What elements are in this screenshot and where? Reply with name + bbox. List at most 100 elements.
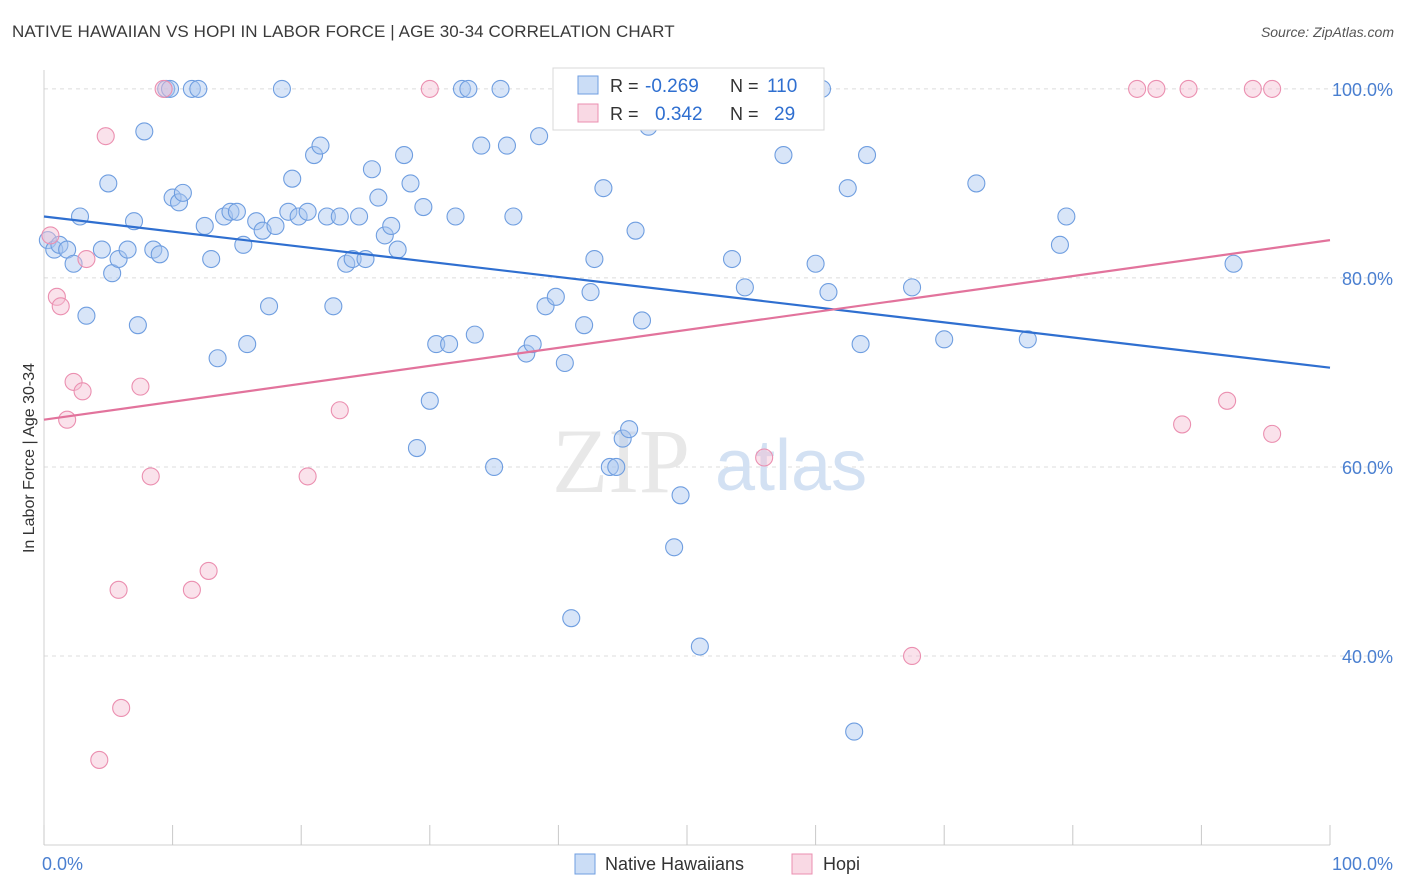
point-native-hawaiian [585, 249, 604, 269]
point-native-hawaiian [600, 457, 619, 477]
point-native-hawaiian [523, 335, 542, 354]
point-native-hawaiian [38, 231, 57, 250]
point-native-hawaiian [427, 335, 446, 354]
point-native-hawaiian [845, 722, 864, 741]
point-native-hawaiian [195, 216, 214, 235]
point-native-hawaiian [1057, 207, 1076, 226]
y-tick-label: 80.0% [1342, 269, 1393, 289]
point-native-hawaiian [221, 202, 240, 221]
point-hopi [1263, 424, 1282, 443]
point-hopi [330, 401, 349, 420]
point-native-hawaiian [414, 197, 433, 217]
point-native-hawaiian [722, 249, 742, 269]
point-hopi [109, 580, 128, 599]
point-native-hawaiian [594, 179, 613, 198]
point-native-hawaiian [182, 79, 201, 98]
point-native-hawaiian [465, 325, 484, 344]
point-native-hawaiian [150, 245, 169, 264]
point-native-hawaiian [202, 249, 221, 269]
watermark: ZIP atlas [552, 410, 867, 512]
legend-label-hopi[interactable]: Hopi [823, 854, 860, 874]
y-tick-label: 60.0% [1342, 458, 1393, 478]
stats-r-label-blue: R = [610, 76, 639, 96]
point-native-hawaiian [135, 122, 154, 141]
point-native-hawaiian [935, 330, 954, 349]
point-native-hawaiian [109, 249, 128, 269]
point-native-hawaiian [485, 457, 504, 477]
point-hopi [1263, 79, 1282, 98]
point-native-hawaiian [420, 391, 439, 410]
watermark-atlas: atlas [715, 426, 867, 506]
point-hopi [1243, 79, 1262, 98]
point-hopi [1147, 79, 1166, 98]
point-native-hawaiian [227, 202, 246, 221]
point-hopi [420, 79, 439, 98]
legend-swatch-native-hawaiians[interactable] [574, 853, 596, 875]
point-hopi [154, 79, 173, 98]
stats-r-value-blue: -0.269 [645, 76, 699, 97]
point-hopi [77, 249, 96, 269]
point-native-hawaiian [305, 146, 324, 165]
point-native-hawaiian [124, 212, 144, 231]
stats-legend-swatch-blue [577, 75, 599, 95]
point-native-hawaiian [632, 311, 652, 330]
point-native-hawaiian [690, 637, 709, 656]
point-native-hawaiian [92, 240, 111, 259]
point-native-hawaiian [77, 306, 96, 325]
point-native-hawaiian [259, 297, 279, 316]
point-native-hawaiian [169, 193, 189, 212]
point-native-hawaiian [806, 254, 825, 273]
stats-n-value-pink: 29 [774, 104, 795, 125]
y-tick-label: 40.0% [1342, 647, 1393, 667]
point-native-hawaiian [504, 207, 523, 226]
point-native-hawaiian [189, 79, 208, 98]
point-native-hawaiian [472, 136, 491, 155]
series-native-hawaiians [38, 79, 1243, 741]
chart-source: Source: ZipAtlas.com [1260, 24, 1394, 40]
y-tick-label: 100.0% [1332, 80, 1393, 100]
point-native-hawaiian [369, 188, 388, 207]
stats-n-label-pink: N = [730, 104, 759, 124]
point-hopi [1128, 79, 1147, 98]
point-hopi [73, 382, 92, 401]
stats-n-value-blue: 110 [767, 76, 797, 97]
point-native-hawaiian [452, 79, 472, 98]
point-native-hawaiian [774, 146, 793, 165]
point-native-hawaiian [279, 202, 298, 221]
point-native-hawaiian [613, 429, 632, 448]
point-hopi [182, 580, 201, 599]
x-tick-label: 0.0% [42, 854, 83, 874]
point-native-hawaiian [362, 160, 381, 179]
point-hopi [1218, 391, 1237, 410]
stats-r-label-pink: R = [610, 104, 639, 124]
point-hopi [112, 698, 131, 718]
chart-title: NATIVE HAWAIIAN VS HOPI IN LABOR FORCE |… [12, 22, 675, 41]
point-hopi [199, 561, 218, 580]
point-native-hawaiian [407, 438, 426, 458]
series-hopi [41, 79, 1282, 769]
stats-legend: R = -0.269 N = 110 R = 0.342 N = 29 [552, 67, 825, 131]
x-tick-label: 100.0% [1332, 854, 1393, 874]
point-native-hawaiian [851, 335, 870, 354]
point-native-hawaiian [446, 207, 465, 226]
point-native-hawaiian [118, 240, 137, 259]
point-hopi [96, 127, 115, 146]
point-hopi [41, 226, 60, 245]
point-native-hawaiian [330, 207, 349, 226]
point-hopi [298, 467, 317, 486]
point-native-hawaiian [289, 207, 308, 226]
point-hopi [90, 750, 109, 769]
legend-swatch-hopi[interactable] [791, 853, 813, 875]
point-native-hawaiian [497, 136, 517, 155]
point-native-hawaiian [324, 297, 343, 316]
point-native-hawaiian [247, 212, 266, 231]
x-tick-labels: 0.0% 100.0% [42, 854, 1393, 874]
point-hopi [131, 377, 150, 396]
point-native-hawaiian [128, 316, 147, 335]
legend-label-native-hawaiians[interactable]: Native Hawaiians [605, 854, 744, 874]
point-native-hawaiian [665, 538, 684, 557]
point-hopi [47, 287, 66, 306]
point-native-hawaiian [575, 316, 594, 335]
stats-legend-swatch-pink [577, 103, 599, 123]
